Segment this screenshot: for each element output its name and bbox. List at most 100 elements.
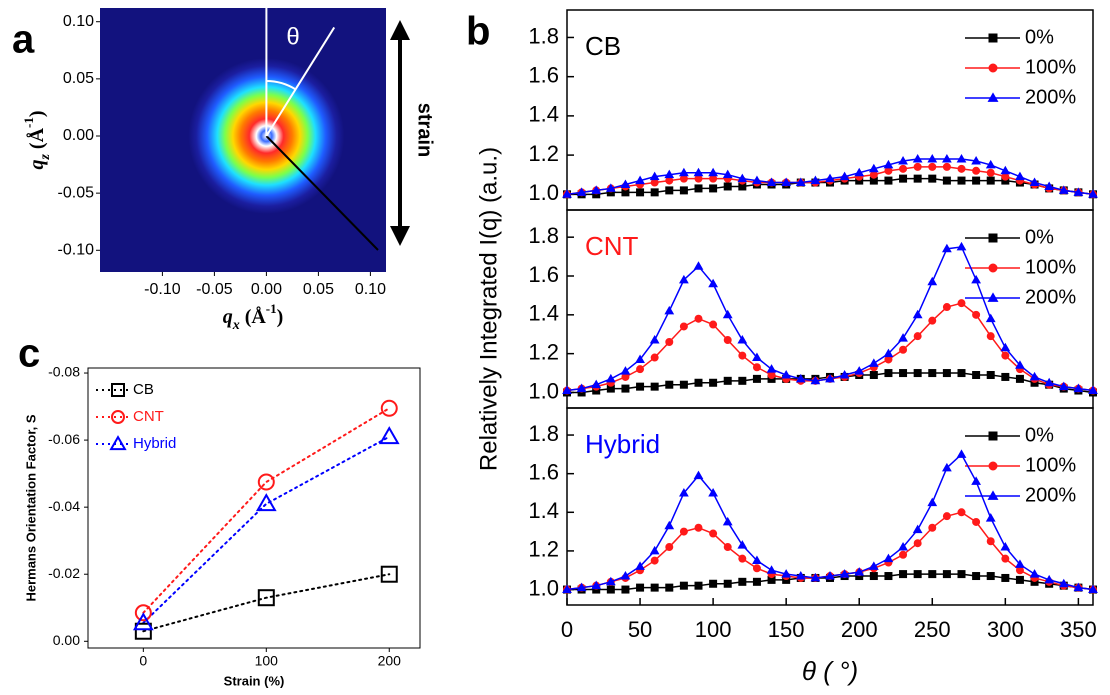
y-axis-label: Hermans Orientation Factor, S	[23, 414, 38, 601]
x-tick-label: 50	[628, 617, 652, 642]
y-tick-label: 0.00	[53, 632, 80, 648]
marker	[914, 333, 921, 340]
marker	[1016, 375, 1023, 382]
marker	[987, 315, 995, 322]
x-tick-label: 100	[255, 653, 279, 669]
marker	[753, 578, 760, 585]
subplot-title: CB	[585, 31, 621, 61]
marker	[637, 189, 644, 196]
marker	[1002, 373, 1009, 380]
marker	[651, 584, 658, 591]
legend-label: 100%	[1025, 256, 1076, 278]
marker	[665, 522, 673, 529]
label-part: q	[223, 306, 233, 328]
marker	[622, 586, 629, 593]
x-tick-label: 300	[987, 617, 1024, 642]
label-part: x	[232, 318, 240, 333]
marker	[900, 165, 907, 172]
y-tick-label: -0.04	[48, 498, 80, 514]
marker	[929, 317, 936, 324]
marker	[973, 573, 980, 580]
marker	[680, 582, 687, 589]
marker	[987, 573, 994, 580]
marker	[637, 366, 644, 373]
label-part: )	[277, 306, 284, 328]
marker	[666, 187, 673, 194]
y-tick-label: -0.02	[48, 565, 80, 581]
marker	[899, 334, 907, 341]
label-part: q	[26, 160, 48, 170]
y-tick-label: 1.4	[528, 498, 559, 523]
label-part: -1	[266, 301, 277, 316]
y-tick-label: -0.06	[48, 431, 80, 447]
marker	[381, 428, 398, 443]
legend-marker	[111, 437, 125, 449]
legend-marker	[989, 264, 997, 272]
y-tick-label: 1.8	[528, 421, 559, 446]
marker	[900, 370, 907, 377]
subplot-title: Hybrid	[585, 429, 660, 459]
legend-label: 200%	[1025, 86, 1076, 108]
marker	[753, 375, 760, 382]
marker	[929, 524, 936, 531]
y-tick-label: 1.2	[528, 339, 559, 364]
marker	[943, 571, 950, 578]
marker	[382, 401, 397, 416]
marker	[929, 370, 936, 377]
y-tick-label: 1.6	[528, 262, 559, 287]
y-axis-label: Relatively Integrated I(q) (a.u.)	[475, 147, 502, 471]
marker	[870, 372, 877, 379]
x-tick-label: 100	[695, 617, 732, 642]
marker	[1001, 543, 1009, 550]
x-tick-label: -0.10	[144, 281, 181, 298]
marker	[724, 544, 731, 551]
marker	[914, 175, 921, 182]
marker	[738, 541, 746, 548]
marker	[914, 526, 922, 533]
label-part: )	[26, 110, 48, 117]
marker	[958, 571, 965, 578]
marker	[739, 578, 746, 585]
x-tick-label: 200	[378, 653, 402, 669]
marker	[1002, 574, 1009, 581]
legend-label: 0%	[1025, 424, 1054, 446]
marker	[666, 381, 673, 388]
theta-annotation: θ	[286, 23, 299, 50]
label-part: (Å	[25, 127, 48, 154]
label-part: -1	[21, 117, 36, 128]
marker	[768, 566, 776, 573]
x-tick-label: 200	[841, 617, 878, 642]
marker	[695, 315, 702, 322]
marker	[943, 304, 950, 311]
legend-marker	[989, 34, 997, 42]
page-body: θstrain-0.10-0.050.000.050.10-0.10-0.050…	[0, 0, 1110, 695]
marker	[1001, 344, 1009, 351]
legend-label: CNT	[133, 408, 164, 425]
marker	[957, 450, 965, 457]
marker	[695, 582, 702, 589]
y-tick-label: 0.10	[63, 13, 94, 30]
marker	[987, 169, 994, 176]
marker	[943, 513, 950, 520]
marker	[870, 359, 878, 366]
y-tick-label: 1.2	[528, 537, 559, 562]
marker	[900, 571, 907, 578]
marker	[724, 311, 732, 318]
x-tick-label: 150	[768, 617, 805, 642]
marker	[651, 189, 658, 196]
x-tick-label: 0.05	[303, 281, 334, 298]
y-tick-label: 1.8	[528, 223, 559, 248]
legend-label: 100%	[1025, 454, 1076, 476]
marker	[900, 551, 907, 558]
marker	[710, 580, 717, 587]
strain-annotation: strain	[414, 103, 436, 157]
x-axis-label: Strain (%)	[224, 673, 285, 688]
panel-letter: b	[466, 10, 490, 54]
marker	[724, 377, 731, 384]
legend-marker	[989, 234, 997, 242]
y-tick-label: -0.10	[58, 242, 95, 259]
x-tick-label: 0	[139, 653, 147, 669]
y-tick-label: 0.05	[63, 70, 94, 87]
marker	[929, 163, 936, 170]
y-tick-label: 0.00	[63, 127, 94, 144]
